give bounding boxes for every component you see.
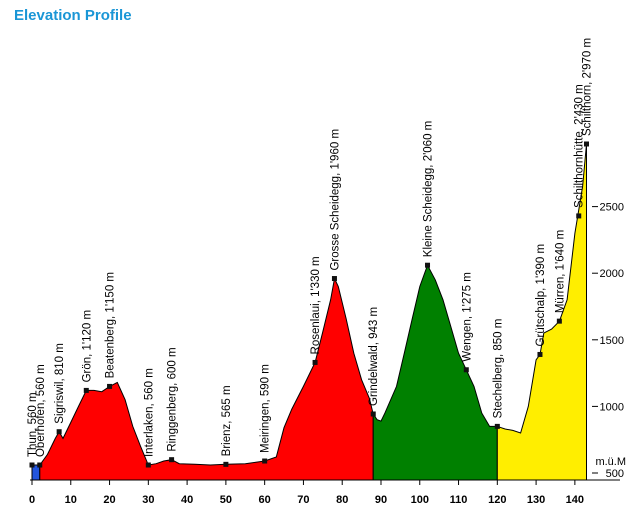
station-label: Sigriswil, 810 m bbox=[54, 343, 66, 424]
station-marker bbox=[331, 276, 337, 282]
station-label: Ringgenberg, 600 m bbox=[167, 347, 179, 451]
y-axis: 500 1000 1500 2000 2500 m.ü.M bbox=[592, 202, 626, 480]
x-tick-label: 60 bbox=[259, 494, 271, 506]
y-unit-label: m.ü.M bbox=[595, 456, 626, 468]
y-tick-label: 2000 bbox=[600, 268, 624, 280]
x-tick-label: 20 bbox=[103, 494, 115, 506]
station-marker bbox=[370, 411, 376, 417]
y-tick-label: 2500 bbox=[600, 202, 624, 214]
station-marker bbox=[556, 318, 562, 324]
x-tick-label: 40 bbox=[181, 494, 193, 506]
x-axis: 0 10 20 30 40 50 60 70 80 90 100 110 120 130 140 bbox=[29, 480, 584, 506]
station-marker bbox=[145, 462, 151, 468]
x-tick-label: 110 bbox=[450, 494, 468, 506]
x-tick-label: 140 bbox=[566, 494, 584, 506]
station-label: Kleine Scheidegg, 2'060 m bbox=[423, 121, 435, 257]
station-label: Grindelwald, 943 m bbox=[368, 307, 380, 406]
station-label: Oberhofen, 560 m bbox=[35, 364, 47, 457]
x-tick-label: 50 bbox=[220, 494, 232, 506]
y-tick-label: 1000 bbox=[600, 401, 624, 413]
x-tick-label: 30 bbox=[142, 494, 154, 506]
station-label: Beatenberg, 1'150 m bbox=[105, 272, 117, 378]
area-segment-3 bbox=[496, 143, 587, 481]
station-marker bbox=[37, 462, 43, 468]
station-marker bbox=[223, 461, 229, 467]
station-label: Brienz, 565 m bbox=[221, 385, 233, 456]
station-markers bbox=[29, 141, 589, 468]
station-marker bbox=[425, 262, 431, 268]
station-marker bbox=[262, 458, 268, 464]
station-marker bbox=[576, 213, 582, 219]
y-tick-label: 500 bbox=[606, 468, 624, 480]
x-tick-label: 80 bbox=[336, 494, 348, 506]
station-marker bbox=[584, 141, 589, 147]
station-label: Schilthornhütte, 2'430 m bbox=[574, 84, 586, 208]
area-segment-2 bbox=[372, 263, 498, 481]
station-marker bbox=[312, 359, 318, 365]
x-tick-label: 130 bbox=[527, 494, 545, 506]
station-marker bbox=[537, 351, 543, 357]
x-tick-label: 0 bbox=[29, 494, 35, 506]
chart-title: Elevation Profile bbox=[14, 7, 132, 24]
station-label: Wengen, 1'275 m bbox=[461, 272, 473, 362]
station-label: Stechelberg, 850 m bbox=[492, 319, 504, 419]
station-marker bbox=[494, 423, 500, 429]
x-tick-label: 100 bbox=[411, 494, 429, 506]
x-tick-label: 10 bbox=[65, 494, 77, 506]
station-label: Meiringen, 590 m bbox=[260, 364, 272, 453]
station-label: Grütschalp, 1'390 m bbox=[535, 244, 547, 347]
station-label: Mürren, 1'640 m bbox=[554, 230, 566, 313]
station-label: Interlaken, 560 m bbox=[143, 368, 155, 457]
x-tick-label: 120 bbox=[488, 494, 506, 506]
station-marker bbox=[107, 383, 113, 389]
area-segment-1 bbox=[39, 276, 374, 481]
station-marker bbox=[56, 429, 62, 435]
y-tick-label: 1500 bbox=[600, 335, 624, 347]
station-label: Schilthorn, 2'970 m bbox=[582, 38, 594, 136]
station-label: Rosenlaui, 1'330 m bbox=[310, 256, 322, 354]
x-tick-label: 70 bbox=[297, 494, 309, 506]
x-tick-label: 90 bbox=[375, 494, 387, 506]
station-marker bbox=[83, 387, 89, 393]
station-label: Thun, 560 m bbox=[27, 392, 39, 457]
station-marker bbox=[169, 457, 175, 463]
station-label: Grön, 1'120 m bbox=[81, 310, 93, 383]
elevation-areas bbox=[30, 143, 620, 481]
station-marker bbox=[29, 462, 35, 468]
station-label: Grosse Scheidegg, 1'960 m bbox=[329, 129, 341, 271]
station-marker bbox=[463, 367, 469, 373]
